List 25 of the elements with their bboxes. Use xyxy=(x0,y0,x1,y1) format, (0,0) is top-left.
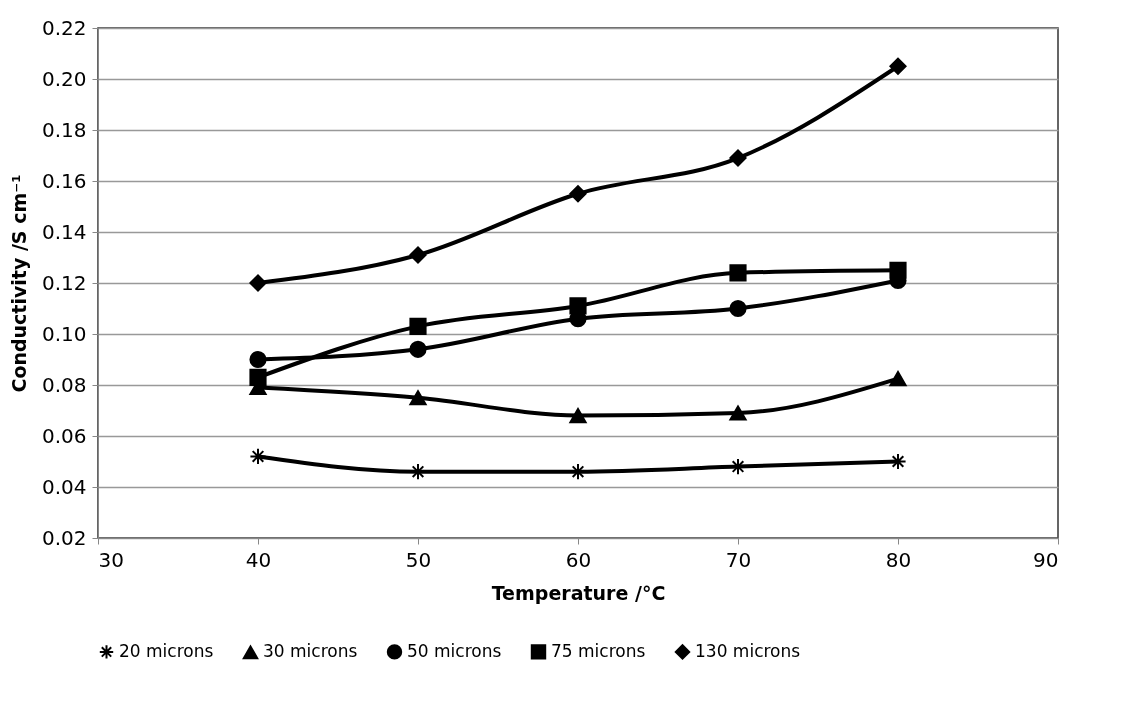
x-tick-label: 80 xyxy=(885,547,912,572)
y-tick-label: 0.08 xyxy=(41,372,87,397)
x-tick-label: 40 xyxy=(245,547,272,572)
legend-label: 130 microns xyxy=(695,640,801,661)
x-axis-title: Temperature /°C xyxy=(491,581,666,604)
y-tick-label: 0.18 xyxy=(41,117,87,142)
x-tick-label: 30 xyxy=(98,547,124,572)
legend-label: 30 microns xyxy=(263,641,358,662)
y-tick-label: 0.14 xyxy=(41,219,87,244)
y-tick-label: 0.22 xyxy=(41,15,87,40)
legend-label: 75 microns xyxy=(551,640,646,661)
y-axis-title: Conductivity /S cm⁻¹ xyxy=(7,174,30,393)
x-tick-label: 50 xyxy=(405,547,432,572)
y-tick-label: 0.20 xyxy=(41,66,87,91)
y-tick-label: 0.12 xyxy=(41,270,87,295)
y-tick-label: 0.04 xyxy=(41,474,87,499)
x-tick-label: 60 xyxy=(565,547,592,572)
y-tick-label: 0.10 xyxy=(41,321,87,346)
legend-label: 20 microns xyxy=(119,640,214,661)
x-tick-label: 70 xyxy=(725,547,752,572)
y-tick-label: 0.16 xyxy=(41,168,87,193)
y-tick-label: 0.06 xyxy=(41,423,87,448)
x-tick-label: 90 xyxy=(1033,547,1059,572)
legend-label: 50 microns xyxy=(407,640,502,661)
y-tick-label: 0.02 xyxy=(41,525,87,550)
